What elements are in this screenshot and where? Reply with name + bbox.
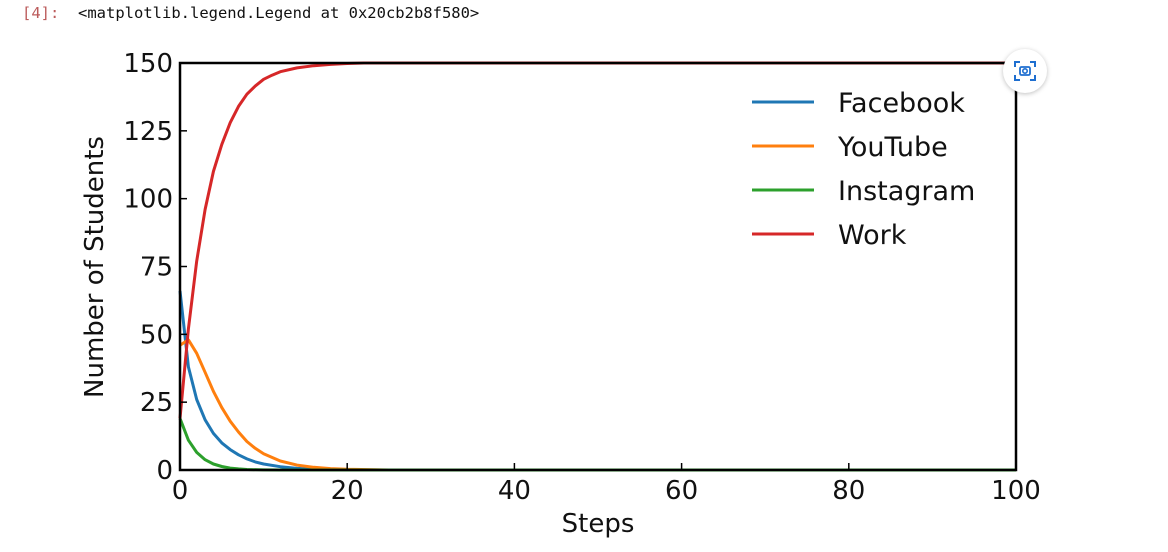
legend: Facebook YouTube Instagram Work — [752, 88, 975, 251]
cell-prompt: [4]: — [22, 4, 60, 22]
y-axis-title: Number of Students — [80, 136, 110, 398]
legend-label-instagram: Instagram — [838, 176, 975, 207]
y-tick-label: 100 — [123, 185, 173, 215]
camera-scan-icon — [1014, 61, 1036, 81]
legend-label-facebook: Facebook — [838, 88, 965, 119]
x-axis-title: Steps — [562, 509, 635, 539]
plot-frame — [178, 61, 1018, 472]
x-tick-label: 80 — [832, 476, 865, 506]
y-tick-label: 150 — [123, 49, 173, 79]
x-tick-label: 60 — [665, 476, 698, 506]
legend-label-youtube: YouTube — [837, 132, 948, 163]
cell-output-text: <matplotlib.legend.Legend at 0x20cb2b8f5… — [78, 4, 480, 22]
series-layer — [178, 61, 1016, 472]
y-tick-label: 0 — [156, 456, 173, 486]
x-tick-label: 0 — [172, 476, 189, 506]
legend-label-work: Work — [838, 220, 907, 251]
camera-scan-button[interactable] — [1003, 49, 1047, 93]
y-tick-label: 125 — [123, 117, 173, 147]
x-tick-label: 20 — [331, 476, 364, 506]
series-line-instagram — [178, 417, 1016, 472]
y-tick-label: 50 — [140, 320, 173, 350]
series-line-youtube — [179, 338, 1016, 472]
y-tick-label: 25 — [140, 388, 173, 418]
x-tick-label: 40 — [498, 476, 531, 506]
series-line-facebook — [178, 290, 1016, 472]
y-tick-label: 75 — [140, 253, 173, 283]
x-tick-label: 100 — [991, 476, 1041, 506]
tick-layer: 0 20 40 60 80 100 0 25 50 75 100 125 150 — [123, 49, 1040, 506]
